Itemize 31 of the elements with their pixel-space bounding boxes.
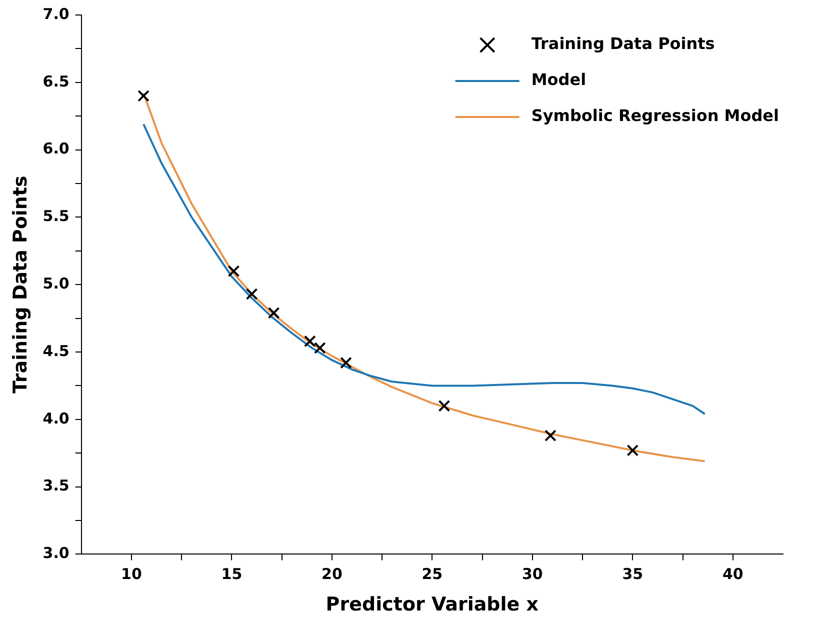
x-axis-title: Predictor Variable x	[326, 594, 539, 616]
point	[246, 288, 258, 300]
x-tick-label: 40	[722, 565, 744, 584]
x-tick-label: 20	[322, 565, 342, 584]
x-tick-label: 10	[121, 565, 142, 584]
y-tick-label: 3.5	[42, 476, 70, 495]
x-tick-label: 15	[221, 565, 242, 584]
legend-label: Training Data Points	[531, 34, 715, 54]
point	[228, 265, 240, 278]
y-tick-label: 6.5	[42, 72, 70, 90]
y-tick-label: 3.0	[42, 544, 70, 562]
point	[340, 356, 352, 369]
y-tick-label: 4.5	[42, 342, 70, 360]
x-tick-label: 30	[522, 565, 543, 584]
point	[544, 430, 556, 442]
y-tick-label: 4.0	[42, 409, 70, 428]
point	[138, 90, 150, 102]
legend-label: Model	[531, 70, 586, 90]
point	[314, 342, 326, 354]
point	[304, 335, 316, 348]
y-tick-label: 7.0	[42, 4, 70, 23]
y-tick-label: 6.0	[42, 140, 70, 158]
point	[438, 400, 450, 412]
point	[268, 306, 280, 319]
point	[626, 444, 639, 456]
y-axis-title: Training Data Points	[9, 176, 32, 394]
x-tick-label: 25	[422, 565, 443, 584]
y-tick-label: 5.0	[42, 274, 70, 292]
y-tick-label: 5.5	[42, 207, 70, 226]
legend-label: Symbolic Regression Model	[531, 106, 780, 126]
x-tick-label: 35	[622, 565, 644, 584]
